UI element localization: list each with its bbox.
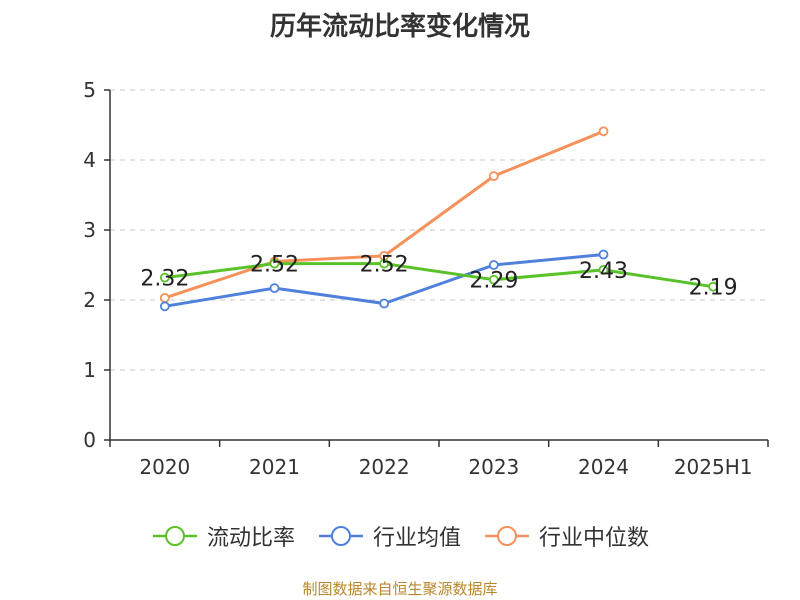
series-line xyxy=(164,262,714,289)
legend: 流动比率 行业均值 行业中位数 xyxy=(0,518,800,554)
series-point xyxy=(379,258,390,269)
data-label: 2.52 xyxy=(250,253,299,278)
data-label: 2.29 xyxy=(469,269,518,294)
y-tick-label: 1 xyxy=(83,358,96,382)
legend-line-marker-icon xyxy=(485,526,529,546)
x-tick-label: 2023 xyxy=(468,455,519,479)
legend-label: 行业均值 xyxy=(372,526,461,551)
series-point xyxy=(159,301,170,312)
series-layer xyxy=(159,126,719,312)
grid-layer xyxy=(110,89,768,371)
series-point xyxy=(379,298,390,309)
legend-line-marker-icon xyxy=(152,526,197,546)
x-tick-label: 2020 xyxy=(139,455,190,479)
data-label: 2.43 xyxy=(579,259,628,284)
series-point xyxy=(488,274,499,285)
legend-item[interactable]: 流动比率 xyxy=(151,520,295,552)
data-label-layer: 2.32 2.52 2.52 2.29 2.43 2.19 xyxy=(140,253,737,301)
y-tick-label: 5 xyxy=(83,78,96,102)
x-tick-label: 2022 xyxy=(359,455,410,479)
series-point xyxy=(598,126,609,137)
x-tick-label: 2021 xyxy=(249,455,300,479)
series-point xyxy=(598,264,609,275)
legend-item[interactable]: 行业中位数 xyxy=(483,520,649,552)
series-point xyxy=(269,258,280,269)
data-label: 2.52 xyxy=(360,253,409,278)
series-point xyxy=(488,171,499,182)
legend-item[interactable]: 行业均值 xyxy=(317,520,461,552)
data-label: 2.19 xyxy=(689,276,738,301)
data-label: 2.32 xyxy=(140,267,189,292)
legend-line-marker-icon xyxy=(318,526,363,546)
y-tick-label: 4 xyxy=(83,148,96,172)
series-point xyxy=(488,260,499,270)
legend-label: 流动比率 xyxy=(206,526,295,551)
series-point xyxy=(269,283,280,294)
x-tick-label: 2025H1 xyxy=(674,455,753,479)
y-tick-label: 3 xyxy=(83,218,96,242)
series-point xyxy=(159,292,170,303)
legend-label: 行业中位数 xyxy=(539,526,650,551)
chart-title: 历年流动比率变化情况 xyxy=(269,12,530,42)
x-tick-label: 2024 xyxy=(578,455,629,479)
y-tick-label: 2 xyxy=(83,288,96,312)
series-point xyxy=(708,281,719,292)
series-point xyxy=(159,272,170,283)
source-credit: 制图数据来自恒生聚源数据库 xyxy=(302,580,498,598)
axis-layer: 0 1 2 3 4 5 2020 2021 2022 2023 2024 2025H1 xyxy=(83,78,769,479)
y-tick-label: 0 xyxy=(83,428,96,452)
series-point xyxy=(598,249,609,260)
